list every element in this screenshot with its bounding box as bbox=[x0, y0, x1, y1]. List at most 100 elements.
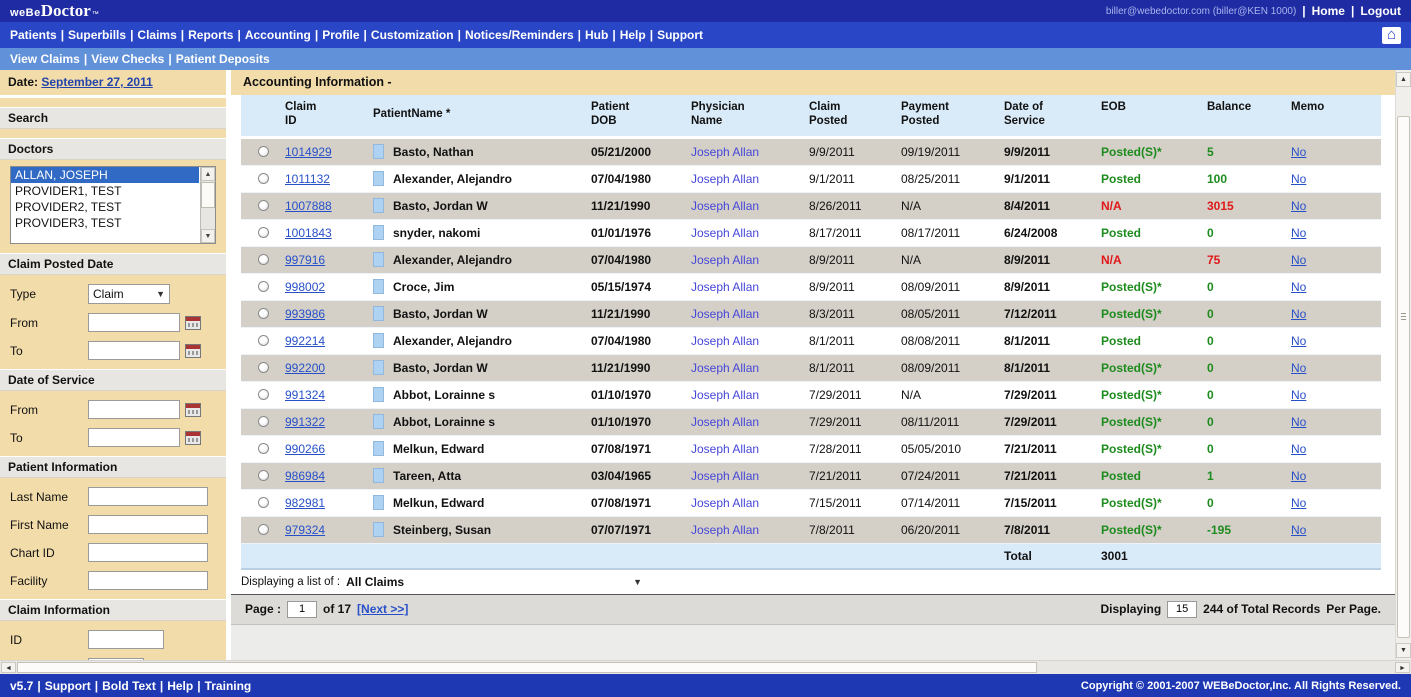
memo-link[interactable]: No bbox=[1291, 495, 1307, 510]
physician-name-link[interactable]: Joseph Allan bbox=[691, 360, 760, 375]
row-select-radio[interactable] bbox=[257, 497, 269, 509]
memo-link[interactable]: No bbox=[1291, 333, 1307, 348]
memo-link[interactable]: No bbox=[1291, 144, 1307, 159]
chart-id-input[interactable] bbox=[88, 543, 208, 562]
physician-name-link[interactable]: Joseph Allan bbox=[691, 279, 760, 294]
physician-name-link[interactable]: Joseph Allan bbox=[691, 225, 760, 240]
memo-link[interactable]: No bbox=[1291, 198, 1307, 213]
doctors-scrollbar[interactable]: ▲ ▼ bbox=[200, 167, 215, 243]
menu-item-help[interactable]: Help bbox=[619, 28, 646, 42]
row-select-radio[interactable] bbox=[257, 335, 269, 347]
claim-id-link[interactable]: 997916 bbox=[285, 252, 326, 267]
claim-id-link[interactable]: 979324 bbox=[285, 522, 326, 537]
menu-item-superbills[interactable]: Superbills bbox=[68, 28, 127, 42]
doctor-option-provider2-test[interactable]: PROVIDER2, TEST bbox=[15, 200, 122, 214]
menu-item-claims[interactable]: Claims bbox=[137, 28, 177, 42]
scroll-left-icon[interactable]: ◄ bbox=[1, 662, 16, 673]
memo-link[interactable]: No bbox=[1291, 441, 1307, 456]
claim-id-link[interactable]: 991322 bbox=[285, 414, 326, 429]
type-dropdown[interactable]: Claim ▼ bbox=[88, 284, 170, 304]
claim-id-link[interactable]: 982981 bbox=[285, 495, 326, 510]
scroll-right-icon[interactable]: ► bbox=[1395, 662, 1410, 673]
claim-id-link[interactable]: 992200 bbox=[285, 360, 326, 375]
physician-name-link[interactable]: Joseph Allan bbox=[691, 144, 760, 159]
row-select-radio[interactable] bbox=[257, 362, 269, 374]
claim-id-link[interactable]: 993986 bbox=[285, 306, 326, 321]
submenu-item-view-claims[interactable]: View Claims bbox=[10, 52, 80, 66]
pos-input[interactable] bbox=[88, 658, 144, 660]
menu-item-hub[interactable]: Hub bbox=[585, 28, 609, 42]
claim-id-link[interactable]: 1007888 bbox=[285, 198, 332, 213]
physician-name-link[interactable]: Joseph Allan bbox=[691, 306, 760, 321]
menu-item-patients[interactable]: Patients bbox=[10, 28, 57, 42]
row-select-radio[interactable] bbox=[257, 389, 269, 401]
doctor-option-allan-joseph[interactable]: ALLAN, JOSEPH bbox=[11, 167, 199, 183]
physician-name-link[interactable]: Joseph Allan bbox=[691, 414, 760, 429]
physician-name-link[interactable]: Joseph Allan bbox=[691, 198, 760, 213]
date-link[interactable]: September 27, 2011 bbox=[41, 75, 153, 89]
dos-to-input[interactable] bbox=[88, 428, 180, 447]
physician-name-link[interactable]: Joseph Allan bbox=[691, 468, 760, 483]
footer-item-support[interactable]: Support bbox=[44, 678, 91, 693]
doctors-listbox[interactable]: ALLAN, JOSEPH PROVIDER1, TEST PROVIDER2, T… bbox=[10, 166, 216, 244]
home-icon[interactable]: ⌂ bbox=[1382, 26, 1401, 44]
memo-link[interactable]: No bbox=[1291, 171, 1307, 186]
row-select-radio[interactable] bbox=[257, 524, 269, 536]
physician-name-link[interactable]: Joseph Allan bbox=[691, 252, 760, 267]
memo-link[interactable]: No bbox=[1291, 225, 1307, 240]
last-name-input[interactable] bbox=[88, 487, 208, 506]
first-name-input[interactable] bbox=[88, 515, 208, 534]
claim-id-link[interactable]: 1014929 bbox=[285, 144, 332, 159]
page-number-input[interactable] bbox=[287, 600, 318, 618]
physician-name-link[interactable]: Joseph Allan bbox=[691, 171, 760, 186]
scroll-down-icon[interactable]: ▼ bbox=[1396, 643, 1411, 658]
claim-posted-to-input[interactable] bbox=[88, 341, 180, 360]
facility-input[interactable] bbox=[88, 571, 208, 590]
footer-item-help[interactable]: Help bbox=[167, 678, 194, 693]
row-select-radio[interactable] bbox=[257, 254, 269, 266]
claim-id-link[interactable]: 992214 bbox=[285, 333, 326, 348]
menu-item-customization[interactable]: Customization bbox=[370, 28, 454, 42]
vertical-scrollbar[interactable]: ▲ ▼ bbox=[1395, 70, 1411, 660]
scrollbar-thumb[interactable] bbox=[201, 182, 215, 208]
scroll-up-icon[interactable]: ▲ bbox=[1396, 72, 1411, 87]
next-page-link[interactable]: [Next >>] bbox=[357, 602, 409, 617]
logout-link[interactable]: Logout bbox=[1360, 4, 1401, 18]
row-select-radio[interactable] bbox=[257, 470, 269, 482]
physician-name-link[interactable]: Joseph Allan bbox=[691, 495, 760, 510]
row-select-radio[interactable] bbox=[257, 281, 269, 293]
menu-item-support[interactable]: Support bbox=[657, 28, 704, 42]
claim-id-link[interactable]: 1001843 bbox=[285, 225, 332, 240]
menu-item-accounting[interactable]: Accounting bbox=[244, 28, 311, 42]
claim-id-link[interactable]: 986984 bbox=[285, 468, 326, 483]
scroll-up-icon[interactable]: ▲ bbox=[201, 167, 215, 181]
scroll-down-icon[interactable]: ▼ bbox=[201, 229, 215, 243]
memo-link[interactable]: No bbox=[1291, 522, 1307, 537]
claim-id-link[interactable]: 991324 bbox=[285, 387, 326, 402]
submenu-item-patient-deposits[interactable]: Patient Deposits bbox=[175, 52, 270, 66]
claim-id-link[interactable]: 1011132 bbox=[285, 171, 330, 186]
row-select-radio[interactable] bbox=[257, 227, 269, 239]
calendar-icon[interactable] bbox=[185, 402, 201, 417]
home-link[interactable]: Home bbox=[1311, 4, 1345, 18]
doctor-option-provider3-test[interactable]: PROVIDER3, TEST bbox=[15, 216, 122, 230]
claim-posted-from-input[interactable] bbox=[88, 313, 180, 332]
memo-link[interactable]: No bbox=[1291, 279, 1307, 294]
memo-link[interactable]: No bbox=[1291, 414, 1307, 429]
footer-item-bold-text[interactable]: Bold Text bbox=[102, 678, 156, 693]
per-page-input[interactable] bbox=[1167, 600, 1198, 618]
memo-link[interactable]: No bbox=[1291, 387, 1307, 402]
row-select-radio[interactable] bbox=[257, 416, 269, 428]
claim-id-link[interactable]: 990266 bbox=[285, 441, 326, 456]
submenu-item-view-checks[interactable]: View Checks bbox=[91, 52, 165, 66]
claim-id-input[interactable] bbox=[88, 630, 164, 649]
row-select-radio[interactable] bbox=[257, 173, 269, 185]
calendar-icon[interactable] bbox=[185, 343, 201, 358]
memo-link[interactable]: No bbox=[1291, 360, 1307, 375]
list-filter-dropdown[interactable]: All Claims ▼ bbox=[346, 575, 646, 589]
physician-name-link[interactable]: Joseph Allan bbox=[691, 441, 760, 456]
horizontal-scrollbar[interactable]: ◄ ► bbox=[0, 660, 1411, 674]
horizontal-scrollbar-thumb[interactable] bbox=[17, 662, 1037, 673]
dos-from-input[interactable] bbox=[88, 400, 180, 419]
vertical-scrollbar-thumb[interactable] bbox=[1397, 116, 1410, 638]
